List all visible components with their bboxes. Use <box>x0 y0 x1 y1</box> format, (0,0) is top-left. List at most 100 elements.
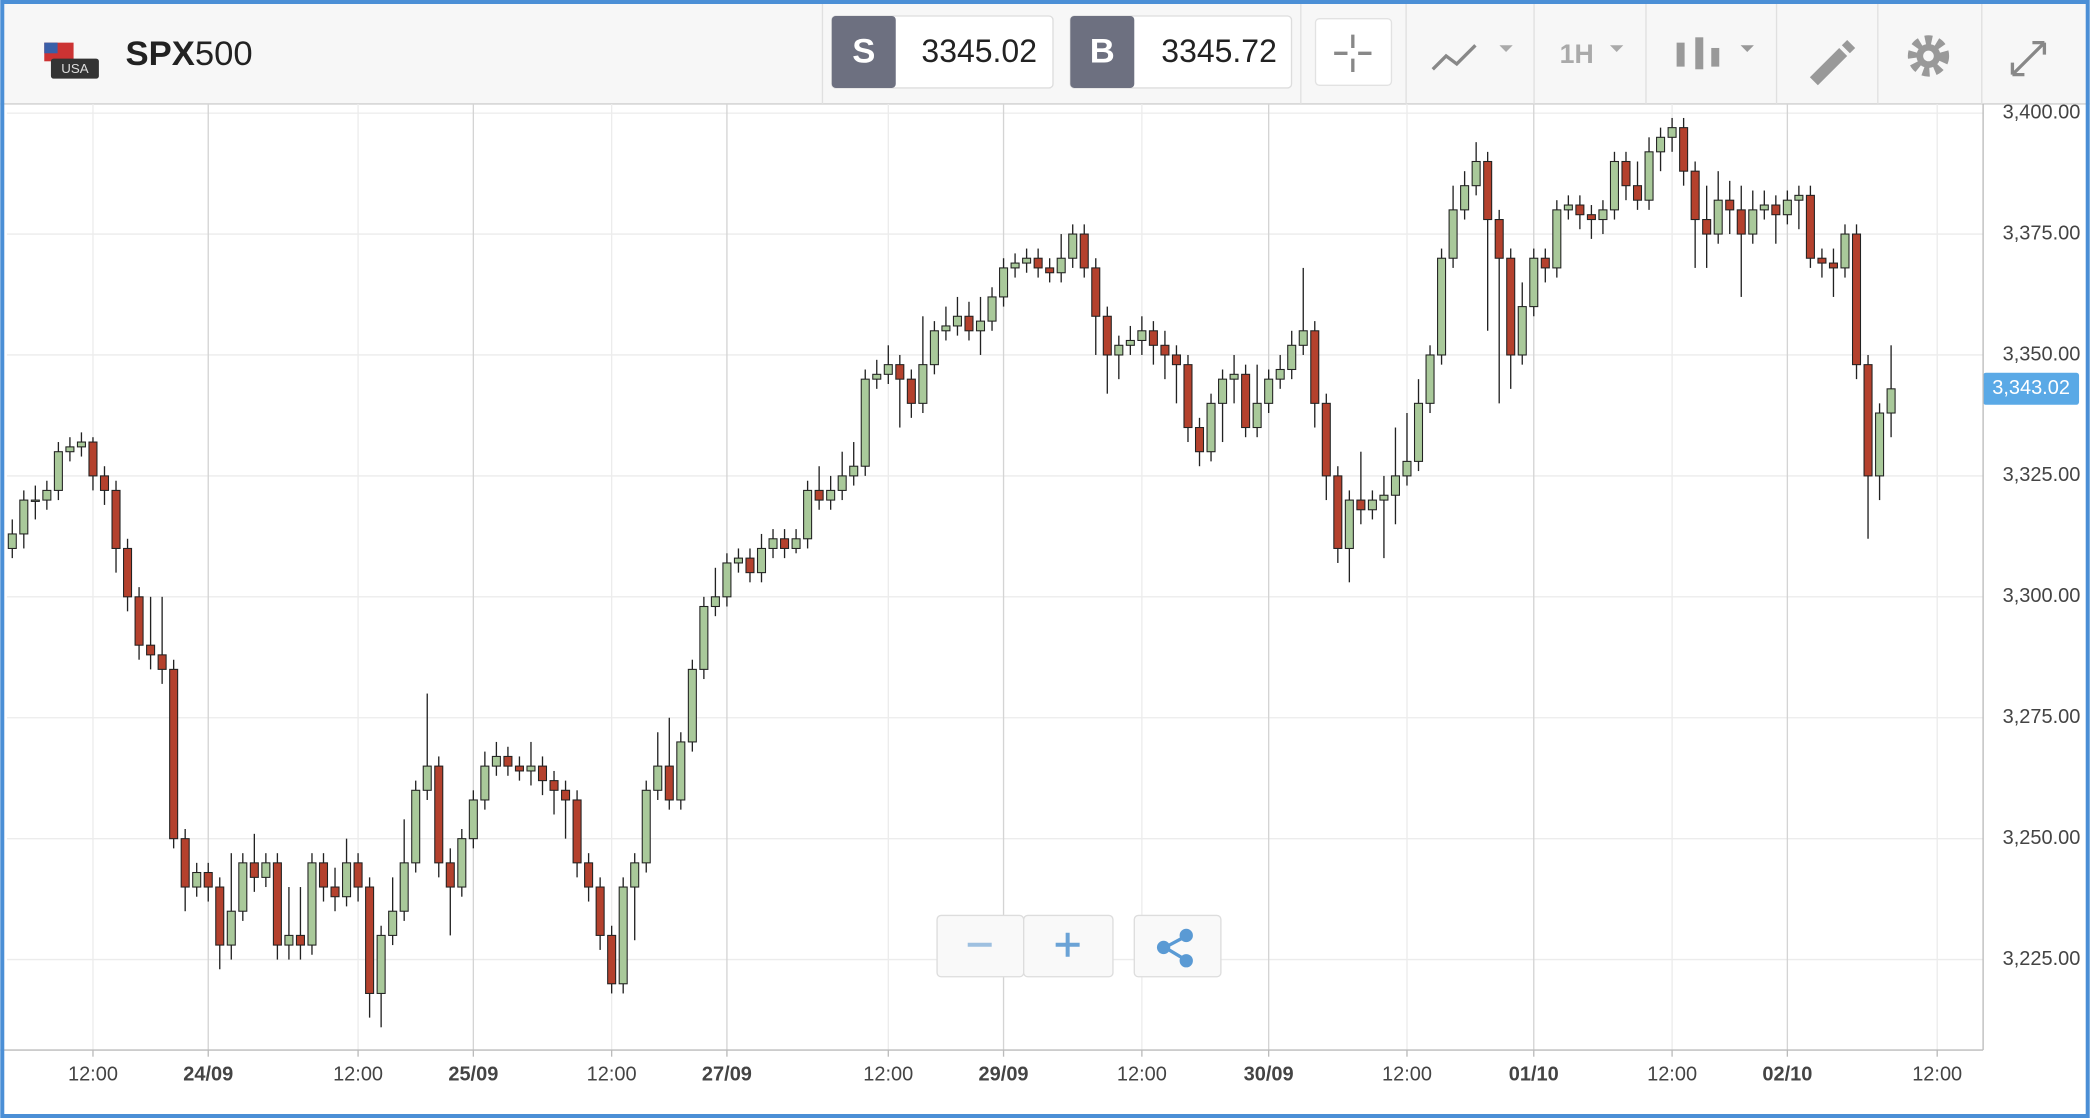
candle-body <box>169 668 179 840</box>
candle-body <box>1679 127 1689 172</box>
candle-body <box>929 330 939 366</box>
interval[interactable]: 1H <box>1560 39 1594 69</box>
candle-body <box>1529 257 1539 308</box>
y-tick-label: 3,225.00 <box>2003 948 2081 970</box>
candle-body <box>826 489 836 501</box>
candle-body <box>238 862 248 912</box>
candle-body <box>595 886 605 936</box>
candle-body <box>1390 475 1400 496</box>
candle-body <box>1356 499 1366 511</box>
candle-body <box>883 364 893 375</box>
candle-body <box>572 799 582 864</box>
y-tick-label: 3,350.00 <box>2003 343 2081 365</box>
candle-body <box>1805 194 1815 259</box>
candle-body <box>1333 475 1343 549</box>
sell-button[interactable] <box>831 15 1054 89</box>
candle-body <box>1402 460 1412 477</box>
candle-body <box>1218 378 1228 404</box>
sell-price: 3345.02 <box>921 33 1037 69</box>
draw-button[interactable] <box>1809 39 1856 86</box>
candle-body <box>906 378 916 404</box>
candle-body <box>1575 204 1585 216</box>
candle-body <box>999 267 1009 298</box>
x-tick-label: 02/10 <box>1762 1064 1812 1086</box>
candle-body <box>653 765 663 791</box>
candle-body <box>1206 402 1216 453</box>
candle-body <box>318 862 329 888</box>
candle-body <box>480 765 490 801</box>
x-tick-label: 12:00 <box>1117 1064 1167 1086</box>
candle-body <box>1840 233 1850 269</box>
candle-body <box>468 799 478 840</box>
crosshair-button[interactable] <box>1314 17 1393 86</box>
candle-body <box>1413 402 1424 462</box>
chart-type-button[interactable] <box>1676 37 1754 70</box>
candle-body <box>1241 373 1251 429</box>
candle-body <box>1079 233 1089 269</box>
buy-price: 3345.72 <box>1161 33 1277 69</box>
candle-body <box>1298 330 1308 346</box>
candle-body <box>722 562 732 598</box>
candle-body <box>284 934 294 946</box>
candle-body <box>699 605 709 670</box>
candle-body <box>1275 368 1285 380</box>
candle-body <box>1022 257 1032 264</box>
candle-body <box>76 441 86 448</box>
candle-body <box>1794 194 1804 201</box>
candle-body <box>330 886 340 898</box>
candle-body <box>687 668 697 743</box>
candle-body <box>192 871 202 888</box>
candle-body <box>1851 233 1862 366</box>
buy-button[interactable] <box>1069 15 1293 89</box>
candle-body <box>1483 160 1493 221</box>
candle-body <box>457 838 467 888</box>
candle-body <box>549 780 559 791</box>
candle-body <box>1609 160 1619 211</box>
candle-body <box>1644 151 1654 201</box>
candle-body <box>19 499 29 535</box>
candle-body <box>215 886 225 946</box>
candle-body <box>918 364 928 404</box>
candle-body <box>837 475 847 491</box>
candle-body <box>1010 262 1020 269</box>
candle-body <box>434 765 444 864</box>
x-tick-label: 27/09 <box>702 1064 752 1086</box>
candle-body <box>1252 402 1262 429</box>
candle-body <box>952 315 962 327</box>
share-button[interactable] <box>1133 914 1222 978</box>
candle-body <box>526 765 536 772</box>
fullscreen-button[interactable] <box>2010 40 2047 77</box>
candle-body <box>272 862 282 946</box>
candle-body <box>491 755 501 767</box>
x-tick-label: 24/09 <box>183 1064 233 1086</box>
settings-button[interactable] <box>1907 35 1950 77</box>
candle-body <box>30 499 40 502</box>
candle-body <box>1748 209 1758 235</box>
candle-body <box>503 755 513 767</box>
candle-body <box>1183 364 1193 429</box>
candle-body <box>1045 267 1055 274</box>
y-tick-label: 3,325.00 <box>2003 464 2081 486</box>
candle-body <box>1321 402 1331 477</box>
candle-body <box>1102 315 1112 356</box>
candle-body <box>1125 339 1135 346</box>
candle-body <box>65 446 75 453</box>
sell-label: S <box>852 32 875 70</box>
buy-label: B <box>1090 32 1115 70</box>
candle-body <box>1114 344 1124 356</box>
symbol[interactable]: SPX500 <box>126 35 253 73</box>
indicator-button[interactable] <box>1431 44 1513 71</box>
candle-body <box>1552 209 1562 269</box>
candle-body <box>849 465 859 477</box>
x-tick-label: 12:00 <box>333 1064 383 1086</box>
candle-body <box>1782 199 1792 216</box>
candle-body <box>710 596 720 608</box>
candle-body <box>756 547 767 574</box>
candle-body <box>860 378 870 467</box>
zoom-out-button[interactable] <box>936 914 1025 978</box>
candle-body <box>1171 354 1181 366</box>
candle-body <box>1725 199 1735 211</box>
candle-body <box>1656 136 1666 153</box>
zoom-in-button[interactable] <box>1023 914 1114 978</box>
candle-body <box>1828 262 1838 269</box>
